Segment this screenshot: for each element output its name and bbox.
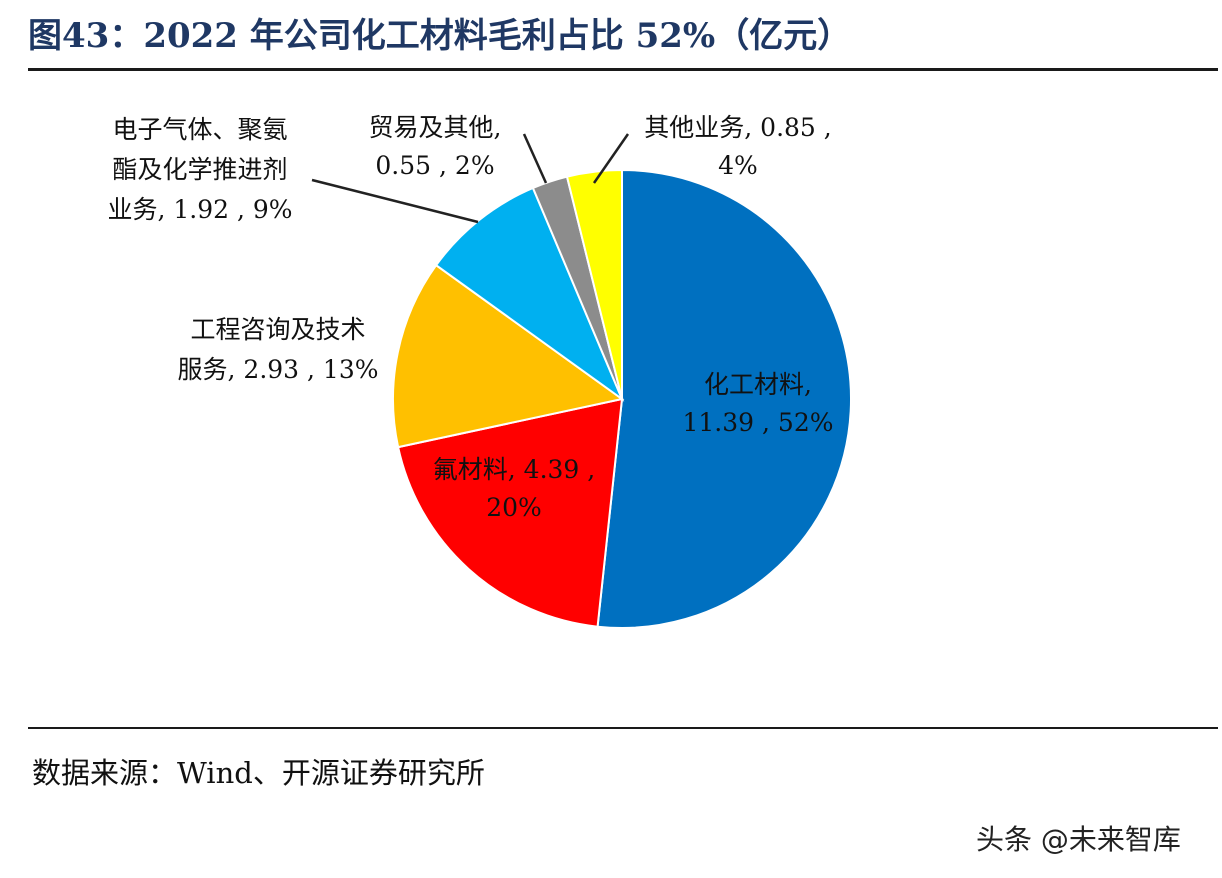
leader-line-4: [522, 133, 548, 184]
slice-label-5-line-1: 4%: [718, 151, 758, 180]
slice-label-0-line-1: 11.39 , 52%: [683, 408, 834, 437]
leader-line-5: [592, 133, 630, 184]
slice-label-3-line-2: 业务, 1.92 , 9%: [107, 195, 292, 224]
leader-line-3: [311, 178, 479, 224]
slice-label-3-line-1: 酯及化学推进剂: [112, 155, 287, 184]
slice-label-1-line-0: 氟材料, 4.39 ,: [433, 455, 595, 484]
source-note: 数据来源：Wind、开源证券研究所: [32, 756, 485, 790]
pie-slice-2: [392, 263, 625, 449]
source-divider: [28, 727, 1218, 729]
title-divider: [28, 68, 1218, 71]
slice-label-4-line-1: 0.55 , 2%: [375, 151, 494, 180]
slice-label-4-line-0: 贸易及其他,: [369, 113, 502, 142]
slice-label-2-line-1: 服务, 2.93 , 13%: [178, 355, 379, 384]
watermark: 头条 @未来智库: [976, 823, 1181, 856]
pie-slice-0: [596, 168, 852, 629]
pie-slice-5: [565, 168, 623, 400]
slice-label-2-line-0: 工程咨询及技术: [190, 315, 365, 344]
pie-slice-1: [396, 397, 624, 628]
chart-title: 图43：2022 年公司化工材料毛利占比 52%（亿元）: [28, 16, 852, 56]
slice-label-1-line-1: 20%: [486, 493, 542, 522]
pie-slice-3: [434, 186, 625, 402]
slice-label-3-line-0: 电子气体、聚氨: [112, 115, 287, 144]
slice-label-5-line-0: 其他业务, 0.85 ,: [644, 113, 831, 142]
pie-chart: 化工材料, 11.39 , 52% 氟材料, 4.39 , 20% 工程咨询及技术服务,…: [107, 113, 852, 629]
slice-label-0-line-0: 化工材料,: [704, 370, 812, 399]
